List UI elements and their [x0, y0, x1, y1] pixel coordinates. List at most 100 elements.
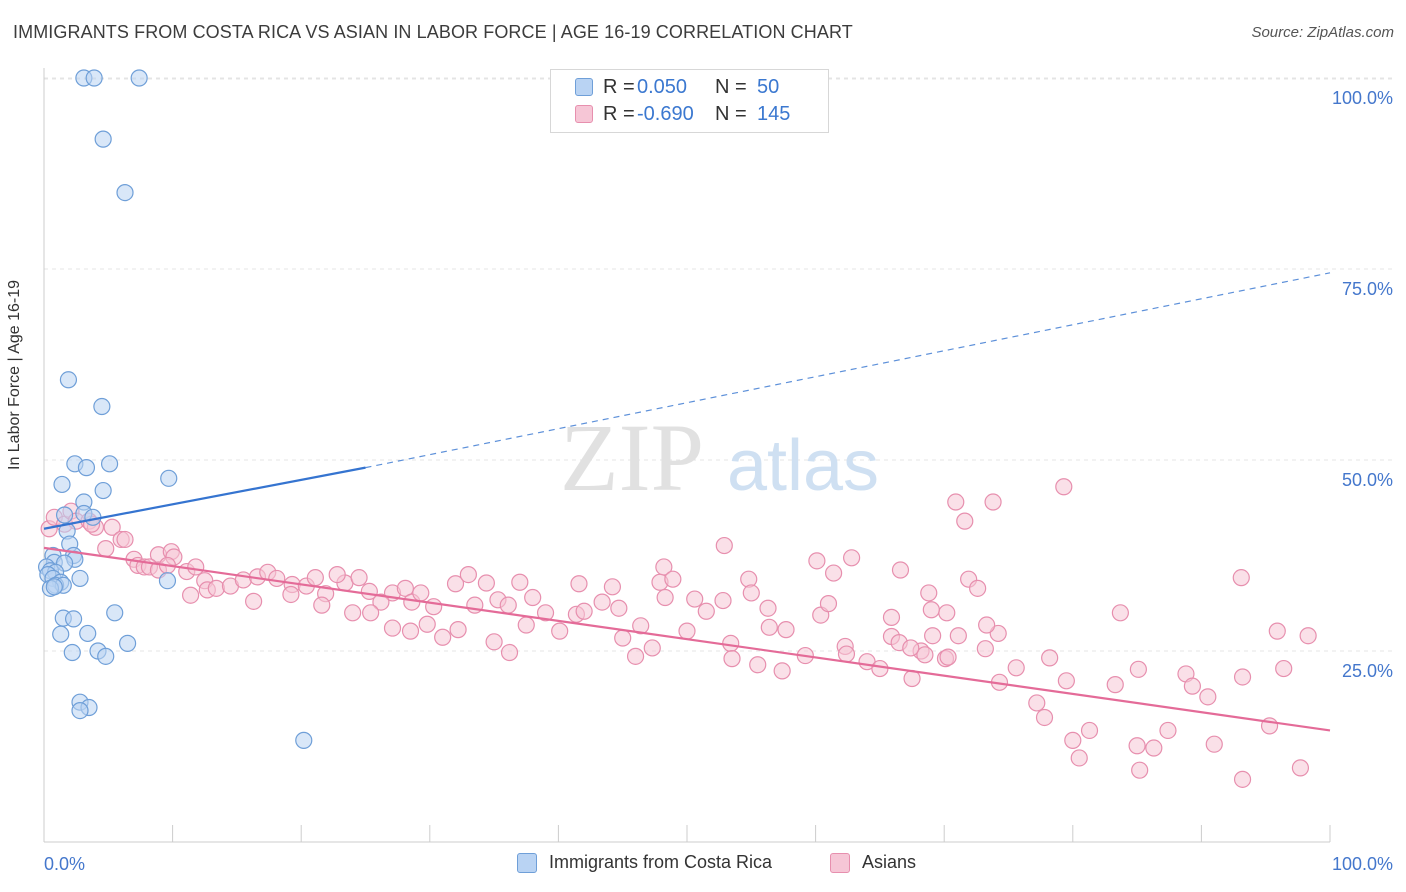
data-point-asians [978, 616, 996, 634]
data-point-asians [664, 570, 682, 588]
costa-rica-points [37, 69, 313, 749]
data-point-asians [1129, 660, 1147, 678]
data-point-asians [891, 561, 910, 579]
data-point-asians [1199, 688, 1217, 706]
data-point-asians [575, 602, 593, 620]
chart-title: IMMIGRANTS FROM COSTA RICA VS ASIAN IN L… [13, 22, 853, 42]
axes [43, 68, 1331, 843]
data-point-asians [916, 646, 934, 664]
legend-swatch-pink [575, 105, 593, 123]
data-point-asians [1233, 770, 1252, 788]
data-point-asians [1057, 672, 1075, 690]
data-point-asians [947, 493, 965, 511]
watermark-zip: ZIP [560, 404, 704, 511]
data-point-asians [182, 586, 200, 604]
legend-swatch-blue [575, 78, 593, 96]
data-point-costa-rica [116, 184, 134, 202]
data-point-asians [350, 569, 368, 587]
data-point-asians [446, 575, 465, 593]
data-point-asians [902, 639, 920, 657]
data-point-asians [939, 648, 957, 666]
data-point-asians [825, 564, 843, 582]
data-point-asians [396, 579, 414, 597]
data-point-asians [938, 604, 956, 622]
legend-item-costa-rica[interactable]: Immigrants from Costa Rica [517, 852, 772, 873]
y-tick-label: 50.0% [1342, 470, 1393, 490]
data-point-asians [1064, 731, 1082, 749]
data-point-asians [976, 640, 994, 658]
data-point-asians [485, 633, 503, 651]
data-point-asians [969, 579, 987, 597]
data-point-costa-rica [100, 455, 119, 473]
data-point-costa-rica [106, 604, 124, 622]
legend-r-value-costa-rica: 0.050 [637, 75, 688, 98]
data-point-asians [871, 659, 889, 678]
data-point-asians [882, 608, 901, 626]
data-point-asians [749, 656, 767, 674]
data-point-asians [1145, 739, 1163, 757]
data-point-asians [643, 639, 661, 657]
data-point-asians [837, 645, 856, 663]
legend-row-asians: R = -0.690 N = 145 [575, 102, 790, 126]
data-point-asians [372, 593, 390, 611]
trendline-costa-rica [43, 466, 366, 530]
data-point-costa-rica [55, 506, 74, 524]
data-point-asians [656, 588, 674, 607]
data-point-asians [697, 602, 715, 620]
data-point-asians [714, 591, 732, 610]
data-point-costa-rica [160, 469, 178, 487]
data-point-costa-rica [64, 610, 83, 628]
data-point-asians [723, 650, 741, 668]
data-point-asians [1128, 737, 1146, 755]
data-point-asians [383, 619, 402, 637]
data-point-asians [949, 627, 967, 645]
data-point-asians [459, 565, 477, 584]
data-point-asians [449, 621, 467, 639]
legend-r-value-asians: -0.690 [637, 102, 694, 125]
legend-r-label: R = [603, 102, 635, 125]
trendline-costa-rica-extension [365, 272, 1331, 469]
legend-n-value-costa-rica: 50 [757, 75, 780, 98]
grid-lines [44, 77, 1392, 652]
data-point-costa-rica [94, 481, 112, 500]
data-point-asians [760, 618, 778, 636]
data-point-costa-rica [52, 625, 70, 643]
data-point-asians [759, 599, 777, 617]
data-point-asians [924, 627, 942, 645]
data-point-asians [207, 579, 225, 597]
data-point-asians [517, 616, 535, 634]
data-point-asians [1299, 627, 1317, 645]
data-point-asians [418, 615, 436, 633]
data-point-asians [655, 558, 673, 576]
data-point-asians [722, 634, 740, 652]
data-point-asians [808, 552, 826, 570]
data-point-asians [1205, 735, 1223, 753]
data-point-costa-rica [79, 624, 97, 643]
data-point-asians [477, 574, 495, 592]
data-point-asians [819, 595, 838, 613]
data-point-asians [1183, 677, 1201, 695]
data-point-asians [570, 575, 588, 593]
asians-points [40, 478, 1317, 788]
data-point-asians [362, 604, 380, 622]
data-point-asians [593, 593, 611, 611]
data-point-asians [920, 584, 938, 602]
data-point-asians [1028, 694, 1046, 712]
data-point-costa-rica [93, 397, 111, 416]
data-point-asians [116, 530, 134, 549]
legend-label-costa-rica: Immigrants from Costa Rica [549, 852, 773, 872]
data-point-costa-rica [295, 731, 313, 749]
legend-item-asians[interactable]: Asians [830, 852, 916, 873]
data-point-asians [425, 598, 443, 616]
y-tick-label: 100.0% [1332, 88, 1393, 108]
data-point-asians [500, 643, 519, 662]
data-point-asians [103, 518, 121, 536]
data-point-costa-rica [158, 572, 177, 590]
data-point-asians [524, 588, 542, 607]
data-point-asians [1055, 478, 1073, 496]
legend-r-label: R = [603, 75, 635, 98]
data-point-asians [1070, 749, 1088, 767]
legend-n-label: N = [715, 102, 747, 125]
x-tick-label-end: 100.0% [1332, 854, 1393, 874]
